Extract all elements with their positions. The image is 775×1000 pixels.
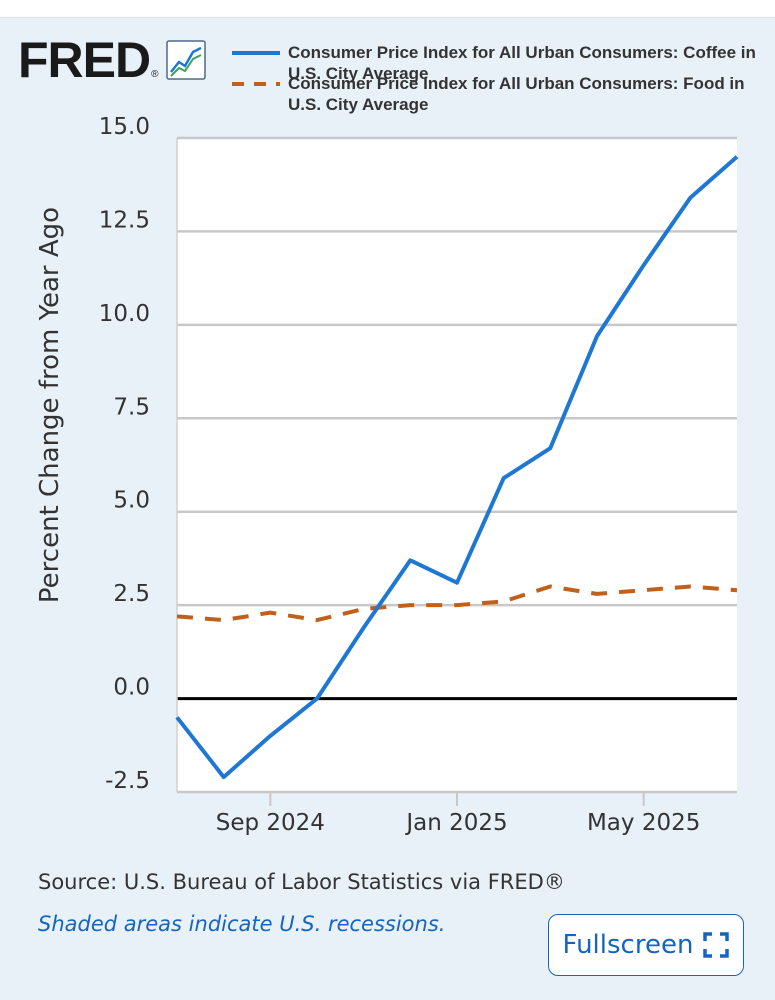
- y-tick-label: 15.0: [99, 114, 150, 140]
- legend-item-food[interactable]: Consumer Price Index for All Urban Consu…: [232, 73, 762, 115]
- fred-logo[interactable]: FRED ®: [18, 32, 207, 88]
- legend-label-food: Consumer Price Index for All Urban Consu…: [288, 74, 745, 114]
- y-tick-label: 2.5: [113, 581, 150, 607]
- y-axis-label: Percent Change from Year Ago: [35, 207, 65, 603]
- legend-item-coffee[interactable]: Consumer Price Index for All Urban Consu…: [232, 42, 762, 84]
- y-tick-label: 5.0: [113, 488, 150, 514]
- y-axis-ticks: -2.5 0.0 2.5 5.0 7.5 10.0 12.5 15.0: [99, 114, 150, 794]
- legend-swatch-coffee: [232, 51, 280, 55]
- plot-area: [177, 138, 737, 792]
- logo-text: FRED: [18, 32, 151, 88]
- source-text: Source: U.S. Bureau of Labor Statistics …: [38, 870, 565, 894]
- recession-note-link[interactable]: Shaded areas indicate U.S. recessions.: [38, 912, 446, 936]
- y-tick-label: 12.5: [99, 207, 150, 233]
- fullscreen-button[interactable]: Fullscreen: [548, 914, 744, 976]
- x-tick-label: May 2025: [587, 810, 700, 836]
- legend-swatch-food: [232, 82, 280, 86]
- series-lines: [175, 155, 739, 780]
- y-tick-label: 7.5: [113, 394, 150, 420]
- expand-icon: [703, 932, 730, 958]
- y-tick-label: 10.0: [99, 301, 150, 327]
- top-bar: [0, 0, 775, 18]
- line-chart: -2.5 0.0 2.5 5.0 7.5 10.0 12.5 15.0 Sep 2024 Jan…: [35, 114, 739, 836]
- fullscreen-label: Fullscreen: [562, 930, 694, 960]
- x-axis-ticks: Sep 2024 Jan 2025 May 2025: [216, 792, 700, 836]
- y-tick-label: 0.0: [113, 675, 150, 701]
- legend-label-coffee: Consumer Price Index for All Urban Consu…: [288, 43, 756, 83]
- series-line-coffee: [175, 155, 739, 780]
- line-chart-icon: [166, 40, 207, 80]
- x-tick-label: Sep 2024: [216, 810, 325, 836]
- y-tick-label: -2.5: [105, 768, 150, 794]
- logo-registered-mark: ®: [151, 69, 159, 80]
- series-line-food: [176, 584, 738, 623]
- x-tick-label: Jan 2025: [404, 810, 507, 836]
